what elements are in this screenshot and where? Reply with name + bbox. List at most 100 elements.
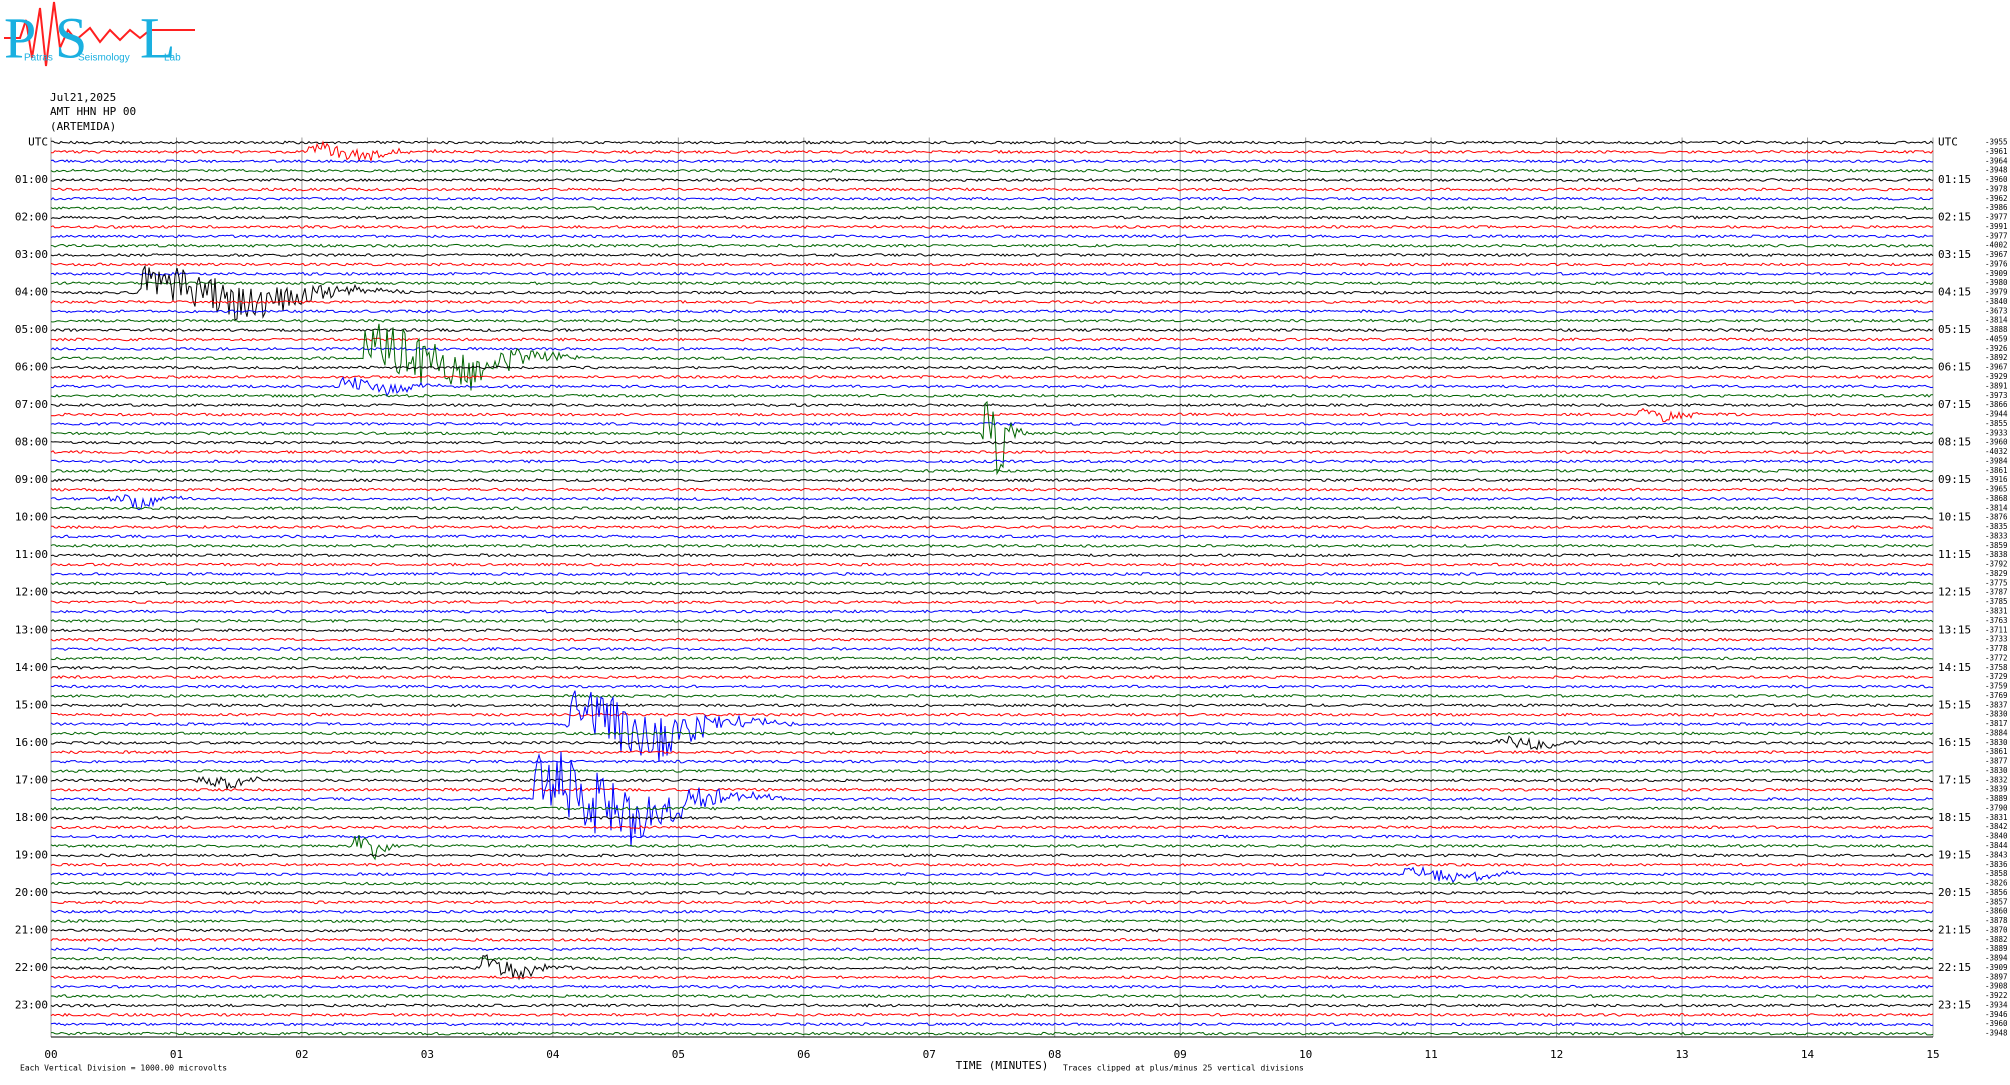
trace xyxy=(50,323,1934,391)
trace xyxy=(50,954,1933,981)
trace-offset: -3973 xyxy=(1985,391,2008,400)
trace xyxy=(51,140,1934,163)
trace xyxy=(50,562,1934,567)
logo-letter: P xyxy=(4,5,36,70)
trace-offset: -3785 xyxy=(1985,597,2008,606)
trace xyxy=(50,515,1934,520)
trace-offset: -3814 xyxy=(1985,503,2008,512)
trace xyxy=(50,609,1934,614)
trace xyxy=(50,393,1933,398)
trace-offset: -3733 xyxy=(1985,635,2008,644)
trace-offset: -3758 xyxy=(1985,663,2008,672)
trace-offset: -3855 xyxy=(1985,419,2008,428)
trace-offset: -3778 xyxy=(1985,644,2008,653)
hour-label: 12:00 xyxy=(15,586,48,599)
trace-offset: -3888 xyxy=(1985,325,2008,334)
trace-offset: -3991 xyxy=(1985,222,2008,231)
hour-label: 18:00 xyxy=(15,811,48,824)
hour-label: 15:00 xyxy=(15,698,48,711)
trace-offset: -3857 xyxy=(1985,897,2008,906)
trace-offset: -3826 xyxy=(1985,879,2008,888)
trace-offset: -3843 xyxy=(1985,850,2008,859)
trace-offset: -3840 xyxy=(1985,832,2008,841)
trace xyxy=(50,375,1934,379)
trace xyxy=(50,440,1934,445)
trace-offset: -3830 xyxy=(1985,766,2008,775)
trace-offset: -4032 xyxy=(1985,447,2008,456)
x-tick-label: 10 xyxy=(1299,1048,1312,1061)
trace-offset: -3929 xyxy=(1985,372,2008,381)
trace-offset: -3772 xyxy=(1985,653,2008,662)
hour-label-right: 12:15 xyxy=(1938,586,1971,599)
trace-offset: -3967 xyxy=(1985,250,2008,259)
trace xyxy=(50,937,1934,942)
trace xyxy=(50,187,1934,192)
trace-offset: -3955 xyxy=(1985,138,2008,147)
trace xyxy=(50,703,1934,708)
trace xyxy=(50,346,1934,351)
hour-label-right: 23:15 xyxy=(1938,998,1971,1011)
hour-label: 13:00 xyxy=(15,623,48,636)
trace xyxy=(50,693,1934,698)
hour-label: 03:00 xyxy=(15,248,48,261)
trace-offset: -3908 xyxy=(1985,982,2008,991)
trace xyxy=(50,750,1934,755)
trace xyxy=(50,853,1934,858)
trace xyxy=(50,1012,1934,1017)
hour-label-right: 01:15 xyxy=(1938,173,1971,186)
trace xyxy=(50,646,1934,652)
trace xyxy=(50,806,1934,811)
trace xyxy=(50,487,1934,492)
trace-offset: -4002 xyxy=(1985,241,2008,250)
station: AMT HHN HP 00 xyxy=(50,105,136,118)
trace xyxy=(50,675,1934,680)
hour-label: 21:00 xyxy=(15,923,48,936)
trace-offset: -3967 xyxy=(1985,363,2008,372)
trace xyxy=(50,234,1934,239)
hour-label-right: UTC xyxy=(1938,136,1958,149)
trace-offset: -3960 xyxy=(1985,175,2008,184)
trace xyxy=(50,751,1934,847)
trace-offset: -3891 xyxy=(1985,381,2008,390)
trace-offset: -3832 xyxy=(1985,775,2008,784)
trace-offset: -3831 xyxy=(1985,607,2008,616)
trace-offset: -3839 xyxy=(1985,785,2008,794)
hour-label: 06:00 xyxy=(15,361,48,374)
hour-label: 11:00 xyxy=(15,548,48,561)
trace xyxy=(50,178,1934,183)
trace xyxy=(50,206,1934,211)
hour-label: 16:00 xyxy=(15,736,48,749)
trace-offset: -3831 xyxy=(1985,813,2008,822)
trace-offset: -3836 xyxy=(1985,860,2008,869)
scale-note: Each Vertical Division = 1000.00 microvo… xyxy=(20,1064,227,1073)
trace xyxy=(50,534,1934,539)
trace xyxy=(50,618,1934,623)
trace xyxy=(50,337,1934,342)
x-tick-label: 13 xyxy=(1675,1048,1688,1061)
trace-offset: -3769 xyxy=(1985,691,2008,700)
hour-label-right: 20:15 xyxy=(1938,886,1971,899)
hour-label: 07:00 xyxy=(15,398,48,411)
trace xyxy=(50,637,1934,642)
trace-offset: -3868 xyxy=(1985,494,2008,503)
x-tick-label: 01 xyxy=(170,1048,183,1061)
x-tick-label: 05 xyxy=(672,1048,685,1061)
hour-label-right: 10:15 xyxy=(1938,511,1971,524)
trace xyxy=(50,253,1934,258)
trace xyxy=(50,759,1933,764)
trace xyxy=(50,581,1934,586)
trace xyxy=(50,403,1934,408)
trace xyxy=(50,407,1934,423)
trace-offset: -3729 xyxy=(1985,672,2008,681)
trace-offset: -3884 xyxy=(1985,728,2008,737)
trace xyxy=(50,215,1934,220)
logo-wave xyxy=(4,1,195,67)
trace-offset: -3711 xyxy=(1985,625,2008,634)
trace-offset: -3858 xyxy=(1985,869,2008,878)
hour-label: 23:00 xyxy=(15,998,48,1011)
x-tick-label: 04 xyxy=(546,1048,560,1061)
hour-label-right: 21:15 xyxy=(1938,923,1971,936)
x-tick-label: 15 xyxy=(1926,1048,1939,1061)
trace-offset: -3909 xyxy=(1985,269,2008,278)
trace-offset: -3984 xyxy=(1985,456,2008,465)
